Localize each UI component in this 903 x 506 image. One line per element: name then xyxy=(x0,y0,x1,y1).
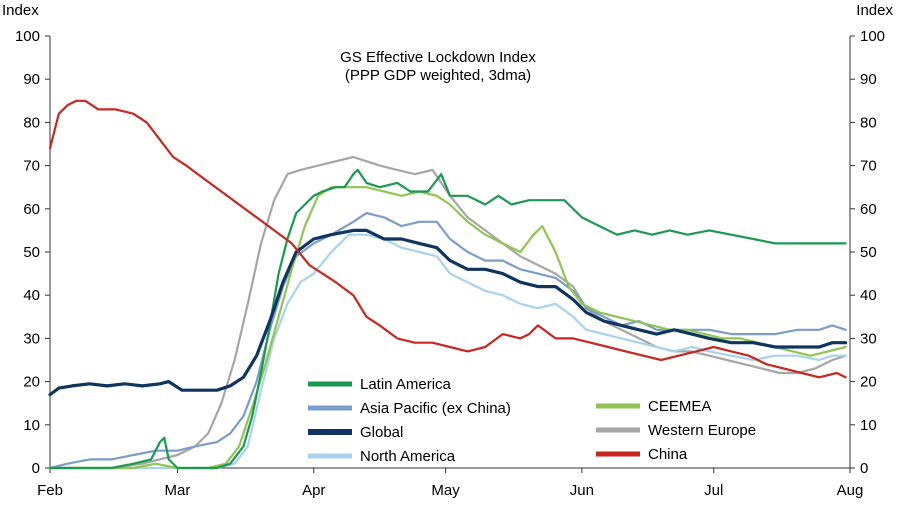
x-tick-label: Jun xyxy=(570,482,594,499)
x-tick-label: Apr xyxy=(302,482,325,499)
chart-title: GS Effective Lockdown Index xyxy=(340,49,536,66)
series-line-global xyxy=(48,228,848,397)
legend-label-global: Global xyxy=(360,424,403,441)
y-tick-label-right: 20 xyxy=(860,374,877,391)
left-axis-label: Index xyxy=(2,2,39,19)
y-tick-label-left: 20 xyxy=(23,374,40,391)
axis-ticks: 0 0 10 10 20 20 30 30 40 40 50 50 60 60 70 70 80 80 90 90 10… xyxy=(15,28,885,499)
legend: Latin America Asia Pacific (ex China) Glob… xyxy=(308,376,756,465)
y-tick-label-right: 30 xyxy=(860,330,877,347)
x-tick-label: Mar xyxy=(165,482,191,499)
y-tick-label-right: 50 xyxy=(860,244,877,261)
x-tick-label: Aug xyxy=(837,482,864,499)
y-tick-label-right: 70 xyxy=(860,158,877,175)
y-tick-label-left: 100 xyxy=(15,28,40,45)
y-tick-label-right: 0 xyxy=(860,460,868,477)
series-line-china xyxy=(48,99,847,379)
y-tick-label-right: 90 xyxy=(860,71,877,88)
y-tick-label-right: 80 xyxy=(860,114,877,131)
right-axis-label: Index xyxy=(856,2,893,19)
right-axis-title: Index xyxy=(856,2,893,19)
y-tick-label-left: 80 xyxy=(23,114,40,131)
legend-label-latin-america: Latin America xyxy=(360,376,452,393)
y-tick-label-left: 50 xyxy=(23,244,40,261)
series-line-north-america xyxy=(48,233,847,470)
y-tick-label-left: 90 xyxy=(23,71,40,88)
legend-label-china: China xyxy=(648,446,688,463)
x-tick-label: Feb xyxy=(37,482,63,499)
series-line-western-europe xyxy=(48,155,847,470)
legend-label-ceemea: CEEMEA xyxy=(648,398,711,415)
series-line-asia-pacific-ex-china xyxy=(48,212,847,470)
x-tick-label: May xyxy=(431,482,460,499)
y-tick-label-right: 100 xyxy=(860,28,885,45)
left-axis-title: Index xyxy=(2,2,39,19)
x-tick-label: Jul xyxy=(704,482,723,499)
y-tick-label-left: 0 xyxy=(32,460,40,477)
y-tick-label-left: 70 xyxy=(23,158,40,175)
y-tick-label-right: 60 xyxy=(860,201,877,218)
series-line-latin-america xyxy=(48,168,847,470)
legend-label-north-america: North America xyxy=(360,448,456,465)
series-lines xyxy=(48,99,848,470)
chart-subtitle: (PPP GDP weighted, 3dma) xyxy=(345,67,531,84)
y-tick-label-left: 30 xyxy=(23,330,40,347)
y-tick-label-left: 40 xyxy=(23,287,40,304)
y-tick-label-right: 40 xyxy=(860,287,877,304)
legend-label-western-europe: Western Europe xyxy=(648,422,756,439)
y-tick-label-right: 10 xyxy=(860,417,877,434)
legend-label-asia-pacific-ex-china: Asia Pacific (ex China) xyxy=(360,400,511,417)
y-tick-label-left: 60 xyxy=(23,201,40,218)
chart-title-block: GS Effective Lockdown Index (PPP GDP wei… xyxy=(340,49,536,84)
y-tick-label-left: 10 xyxy=(23,417,40,434)
